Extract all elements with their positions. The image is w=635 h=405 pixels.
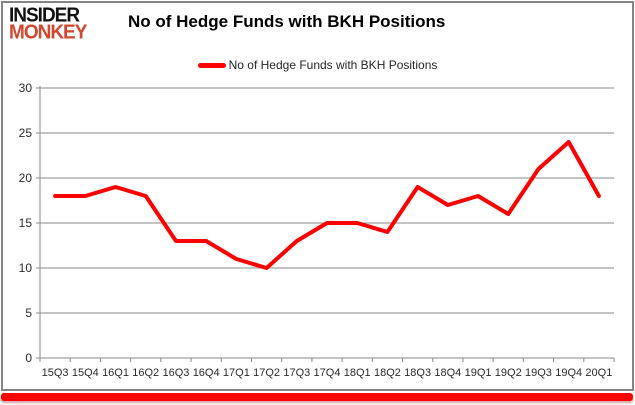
x-axis-label: 17Q1 — [223, 367, 250, 379]
page-title: No of Hedge Funds with BKH Positions — [128, 12, 446, 31]
legend-line-swatch — [197, 62, 226, 68]
x-axis-label: 19Q1 — [465, 367, 492, 379]
x-axis-label: 18Q4 — [434, 367, 461, 379]
x-axis-label: 19Q3 — [525, 367, 552, 379]
x-axis-label: 17Q3 — [283, 367, 310, 379]
x-axis-label: 18Q3 — [404, 367, 431, 379]
y-axis-label: 20 — [19, 171, 33, 185]
logo-word-insider: INSIDER — [9, 4, 80, 27]
x-axis-label: 17Q4 — [314, 367, 341, 379]
chart-panel — [1, 1, 634, 391]
x-axis-label: 15Q3 — [42, 367, 69, 379]
x-axis-label: 15Q4 — [72, 367, 99, 379]
x-axis-label: 20Q1 — [585, 367, 612, 379]
y-axis-label: 0 — [25, 351, 32, 365]
x-axis-label: 18Q1 — [344, 367, 371, 379]
bottom-red-bar — [1, 393, 633, 401]
chart-line — [53, 140, 601, 270]
x-axis-label: 19Q2 — [495, 367, 522, 379]
x-axis-label: 19Q4 — [555, 367, 582, 379]
x-axis-label: 16Q2 — [132, 367, 159, 379]
x-axis-label: 18Q2 — [374, 367, 401, 379]
chart-legend: No of Hedge Funds with BKH Positions — [0, 58, 635, 72]
x-axis-label: 17Q2 — [253, 367, 280, 379]
insider-monkey-logo: INSIDER MONKEY — [9, 4, 87, 44]
y-axis-label: 15 — [19, 216, 33, 230]
y-axis-label: 10 — [19, 261, 33, 275]
y-axis-label: 5 — [25, 306, 32, 320]
legend-label: No of Hedge Funds with BKH Positions — [228, 58, 438, 72]
x-axis-label: 16Q1 — [102, 367, 129, 379]
logo-word-monkey: MONKEY — [9, 21, 87, 44]
x-axis-label: 16Q4 — [193, 367, 220, 379]
y-axis-label: 25 — [19, 126, 33, 140]
y-axis-label: 30 — [19, 81, 33, 95]
x-axis-label: 16Q3 — [162, 367, 189, 379]
